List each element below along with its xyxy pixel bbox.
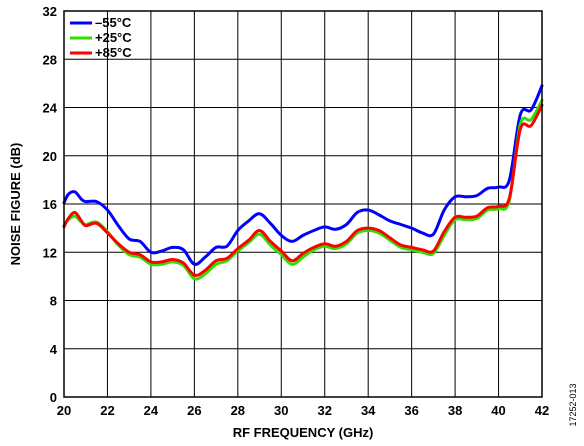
x-tick-label: 38 xyxy=(448,403,462,418)
x-tick-labels: 20 22 24 26 28 30 32 34 36 38 40 42 xyxy=(57,403,549,418)
y-tick-label: 28 xyxy=(43,52,57,67)
x-tick-label: 42 xyxy=(535,403,549,418)
series-line-2 xyxy=(62,103,544,277)
x-tick-label: 40 xyxy=(491,403,505,418)
series-line-0 xyxy=(62,84,544,266)
x-tick-label: 28 xyxy=(231,403,245,418)
y-tick-label: 24 xyxy=(43,101,58,116)
y-tick-label: 12 xyxy=(43,245,57,260)
x-tick-label: 26 xyxy=(187,403,201,418)
y-axis-label: NOISE FIGURE (dB) xyxy=(8,143,23,266)
plot-frame xyxy=(63,10,543,398)
y-tick-labels: 0 4 8 12 16 20 24 28 32 xyxy=(43,4,58,405)
y-tick-label: 16 xyxy=(43,197,57,212)
x-tick-label: 34 xyxy=(361,403,376,418)
y-tick-label: 4 xyxy=(50,342,58,357)
x-tick-label: 30 xyxy=(274,403,288,418)
legend-label-0: –55°C xyxy=(95,15,132,30)
x-axis-label: RF FREQUENCY (GHz) xyxy=(233,425,374,440)
data-series xyxy=(62,84,544,281)
legend-label-2: +85°C xyxy=(95,45,132,60)
x-tick-label: 36 xyxy=(404,403,418,418)
y-tick-label: 20 xyxy=(43,149,57,164)
y-tick-label: 32 xyxy=(43,4,57,19)
series-line-1 xyxy=(62,98,544,281)
x-tick-label: 32 xyxy=(317,403,331,418)
x-tick-label: 24 xyxy=(144,403,159,418)
y-tick-label: 0 xyxy=(50,390,57,405)
legend: –55°C+25°C+85°C xyxy=(70,15,132,60)
x-tick-label: 20 xyxy=(57,403,71,418)
grid-lines xyxy=(63,10,543,398)
x-tick-label: 22 xyxy=(100,403,114,418)
legend-label-1: +25°C xyxy=(95,30,132,45)
y-tick-label: 8 xyxy=(50,294,57,309)
figure-id: 17252-013 xyxy=(568,383,578,426)
